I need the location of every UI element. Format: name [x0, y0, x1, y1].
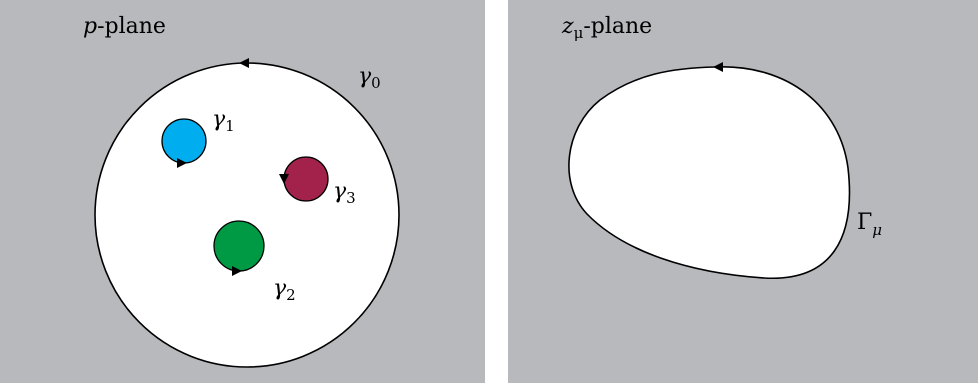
gamma0-label: γ0 — [358, 64, 381, 92]
gamma1-arrow-icon — [177, 158, 187, 168]
gamma3-label: γ3 — [333, 179, 356, 207]
hole-gamma2 — [213, 220, 265, 272]
contour-gamma-mu — [568, 66, 851, 279]
outer-contour-gamma0 — [94, 62, 400, 368]
hole-gamma3 — [283, 156, 329, 202]
gamma0-arrow-icon — [239, 58, 249, 68]
gamma-mu-arrow-icon — [713, 62, 723, 72]
gamma1-label: γ1 — [212, 107, 235, 135]
gamma2-label: γ2 — [273, 276, 296, 304]
gamma2-arrow-icon — [232, 266, 242, 276]
gamma3-arrow-icon — [279, 174, 289, 184]
z-mu-plane-panel: zμ-plane Γμ — [508, 0, 978, 383]
hole-gamma1 — [161, 118, 207, 164]
p-plane-title: p-plane — [83, 14, 166, 39]
z-mu-plane-title: zμ-plane — [561, 14, 652, 42]
p-plane-panel: p-plane γ0 γ1 γ3 γ2 — [0, 0, 485, 383]
gamma-mu-label: Γμ — [857, 210, 882, 239]
